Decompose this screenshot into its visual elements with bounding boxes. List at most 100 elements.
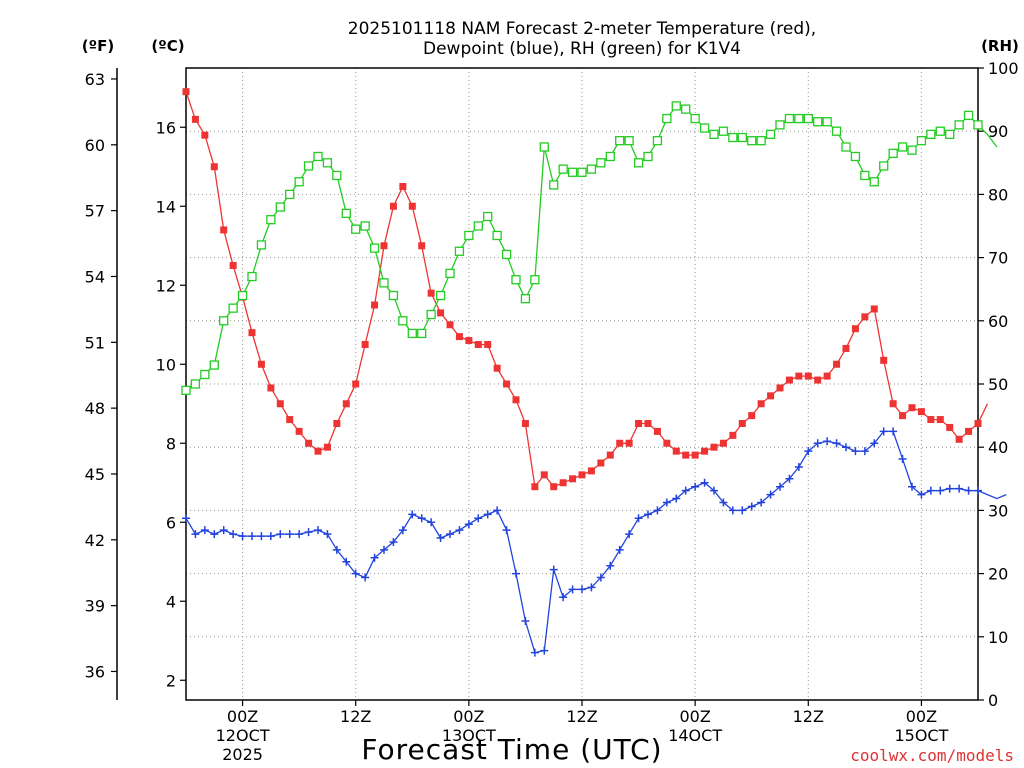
data-point <box>191 530 200 539</box>
data-point <box>540 471 548 479</box>
data-point <box>625 439 633 447</box>
chart-title-line2: Dewpoint (blue), RH (green) for K1V4 <box>423 39 741 59</box>
series-2-meter-temperature <box>182 88 988 491</box>
data-point <box>464 520 473 529</box>
data-point <box>616 439 624 447</box>
data-point <box>473 221 483 231</box>
tick-label-x-date: 13OCT <box>442 726 496 745</box>
data-point <box>182 88 190 96</box>
data-point <box>228 303 238 313</box>
data-point <box>502 526 511 535</box>
tick-label-c: 10 <box>156 355 176 374</box>
data-point <box>710 443 718 451</box>
tick-label-f: 45 <box>85 465 105 484</box>
data-point <box>540 646 549 655</box>
data-point <box>361 341 369 348</box>
data-point <box>559 593 568 602</box>
data-point <box>501 249 512 260</box>
data-point <box>275 202 285 212</box>
data-point <box>539 142 549 152</box>
data-point <box>200 369 210 380</box>
data-point <box>870 305 878 313</box>
tick-label-c: 6 <box>166 513 176 532</box>
tick-label-c: 12 <box>156 276 176 295</box>
data-point <box>804 372 812 380</box>
data-point <box>973 120 983 130</box>
data-point <box>813 117 823 127</box>
data-point <box>908 404 916 412</box>
data-point <box>276 530 285 539</box>
data-point <box>644 420 652 427</box>
data-point <box>653 427 661 435</box>
data-point <box>737 132 747 143</box>
data-point <box>209 360 219 370</box>
data-point <box>408 202 416 210</box>
data-point <box>889 427 898 436</box>
data-point <box>295 530 304 539</box>
data-point <box>417 514 426 523</box>
data-point <box>484 341 492 348</box>
data-point <box>879 427 888 436</box>
data-point <box>493 364 501 372</box>
data-point <box>719 498 728 507</box>
data-point <box>794 113 804 124</box>
data-point <box>917 490 926 499</box>
data-point <box>266 215 276 225</box>
data-point <box>757 498 766 507</box>
tick-label-rh: 0 <box>988 691 998 710</box>
data-point <box>314 447 322 455</box>
data-point <box>907 145 917 155</box>
data-point <box>257 532 266 541</box>
data-point <box>446 530 454 539</box>
data-point <box>568 585 577 594</box>
series-dewpoint <box>182 427 1007 657</box>
data-point <box>672 494 681 503</box>
data-point <box>888 148 898 158</box>
data-point <box>935 126 945 136</box>
data-point <box>333 420 341 427</box>
data-point <box>728 506 737 515</box>
data-point <box>285 189 295 200</box>
tick-label-c: 4 <box>166 592 176 611</box>
data-point <box>210 530 219 539</box>
data-point <box>285 530 294 539</box>
data-point <box>332 545 341 554</box>
credit-text: coolwx.com/models <box>850 746 1014 765</box>
tick-label-rh: 10 <box>988 628 1008 647</box>
data-point <box>889 400 897 408</box>
data-point <box>756 136 766 146</box>
data-point <box>445 268 455 279</box>
data-point <box>351 569 360 578</box>
data-point <box>483 211 493 222</box>
data-point <box>191 115 199 123</box>
data-point <box>219 526 228 535</box>
data-point <box>257 360 265 368</box>
data-point <box>794 462 803 471</box>
data-point <box>455 526 464 535</box>
data-point <box>435 290 446 301</box>
data-point <box>586 164 597 174</box>
data-point <box>380 545 388 554</box>
data-point <box>342 400 350 408</box>
data-point <box>965 427 973 435</box>
data-point <box>643 151 653 162</box>
data-point <box>305 439 313 447</box>
data-point <box>436 534 445 543</box>
data-point <box>765 129 776 140</box>
data-point <box>578 471 586 479</box>
data-point <box>898 455 907 464</box>
data-point <box>747 136 757 146</box>
data-point <box>417 328 427 339</box>
data-point <box>691 451 699 459</box>
data-point <box>332 170 342 181</box>
tick-label-rh: 50 <box>988 375 1008 394</box>
series-line <box>185 105 998 391</box>
data-point <box>605 151 615 162</box>
data-point <box>850 151 861 162</box>
tick-label-x: 00Z <box>227 707 258 726</box>
tick-label-x: 12Z <box>566 707 597 726</box>
tick-label-f: 39 <box>85 597 105 616</box>
data-point <box>672 447 680 455</box>
data-point <box>492 230 502 241</box>
